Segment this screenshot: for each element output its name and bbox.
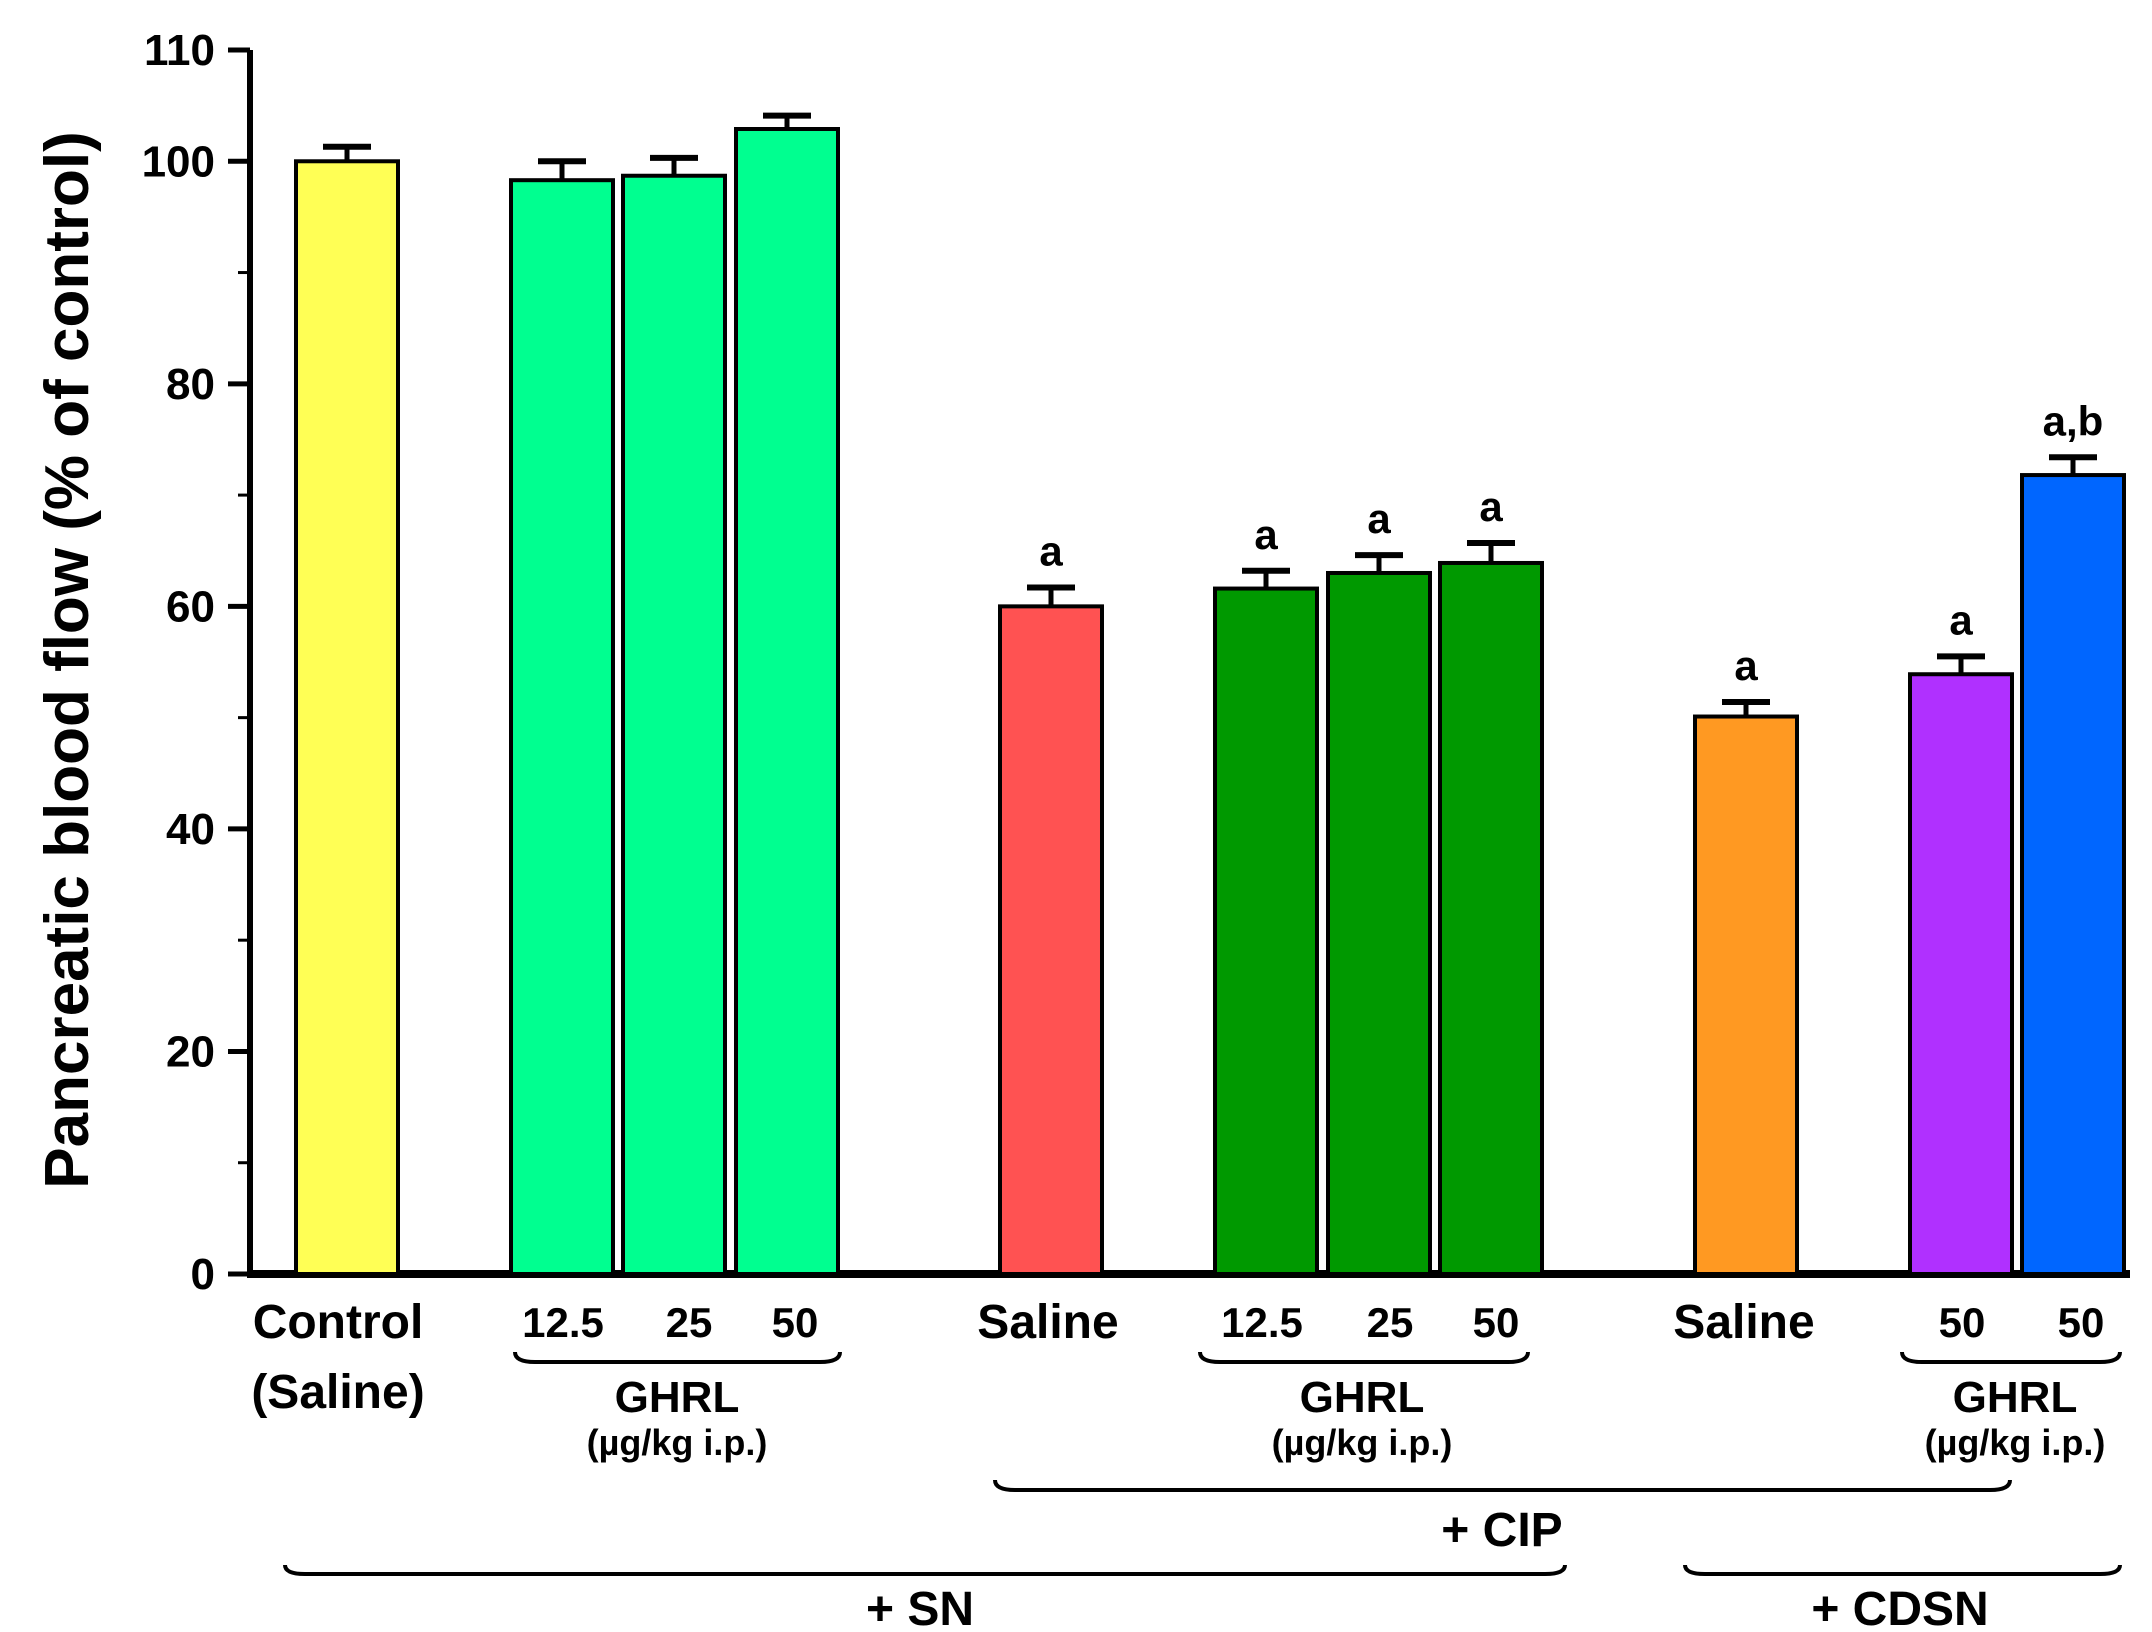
significance-label: a [1367, 495, 1391, 542]
bar [734, 127, 840, 1276]
significance-label: a [1949, 596, 1973, 643]
significance-label: a [1734, 642, 1758, 689]
bar [998, 604, 1104, 1276]
ghrl-brace-cdsn [1900, 1351, 2122, 1364]
ghrl-unit-cdsn: (µg/kg i.p.) [1925, 1422, 2106, 1463]
significance-label: a [1479, 483, 1503, 530]
bar [294, 159, 400, 1277]
ghrl-label-cip: GHRL [1300, 1373, 1425, 1422]
significance-label: a,b [2043, 397, 2104, 444]
ghrl-label-sn: GHRL [615, 1373, 740, 1422]
cdsn-bracket-label: + CDSN [1811, 1583, 1988, 1632]
dose-label-cdsn-50-a: 50 [1939, 1299, 1986, 1346]
cip-bracket [993, 1479, 2012, 1492]
dose-label-cdsn-50-b: 50 [2058, 1299, 2105, 1346]
bar [621, 173, 727, 1277]
dose-label-cip-12-5: 12.5 [1221, 1299, 1303, 1346]
bar [509, 178, 615, 1276]
ghrl-unit-sn: (µg/kg i.p.) [587, 1422, 768, 1463]
dose-label-sn-50: 50 [772, 1299, 819, 1346]
significance-label: a [1039, 527, 1063, 574]
y-tick-label: 0 [191, 1250, 215, 1299]
bar [1213, 586, 1319, 1276]
cdsn-bracket [1683, 1564, 2122, 1576]
y-axis-label: Pancreatic blood flow (% of control) [33, 131, 102, 1188]
dose-label-cip-25: 25 [1367, 1299, 1414, 1346]
ghrl-unit-cip: (µg/kg i.p.) [1272, 1422, 1453, 1463]
dose-label-sn-12-5: 12.5 [522, 1299, 604, 1346]
y-tick-label: 110 [144, 26, 215, 75]
control-label-line2: (Saline) [251, 1366, 424, 1419]
y-tick-label: 80 [166, 360, 215, 409]
significance-label: a [1254, 511, 1278, 558]
bar [1326, 570, 1432, 1276]
bar [1908, 672, 2014, 1276]
y-tick-label: 40 [166, 805, 215, 854]
dose-label-sn-25: 25 [666, 1299, 713, 1346]
bars: a a a a a a a,b [294, 112, 2126, 1277]
dose-label-cip-50: 50 [1473, 1299, 1520, 1346]
sn-bracket-label: + SN [866, 1583, 974, 1632]
y-tick-label: 20 [166, 1027, 215, 1076]
control-label-line1: Control [253, 1296, 424, 1349]
ghrl-brace-sn [513, 1351, 842, 1364]
cip-saline-label: Saline [977, 1296, 1118, 1349]
bar [1693, 714, 1799, 1276]
cdsn-saline-label: Saline [1673, 1296, 1814, 1349]
cip-bracket-label: + CIP [1441, 1504, 1562, 1557]
bar [2020, 473, 2126, 1276]
ghrl-brace-cip [1198, 1351, 1530, 1364]
bar [1438, 560, 1544, 1276]
sn-bracket [283, 1564, 1567, 1576]
y-tick-label: 60 [166, 582, 215, 631]
y-tick-label: 100 [142, 137, 215, 186]
ghrl-label-cdsn: GHRL [1953, 1373, 2078, 1422]
y-ticks: 0 20 40 60 80 100 110 [142, 26, 250, 1299]
